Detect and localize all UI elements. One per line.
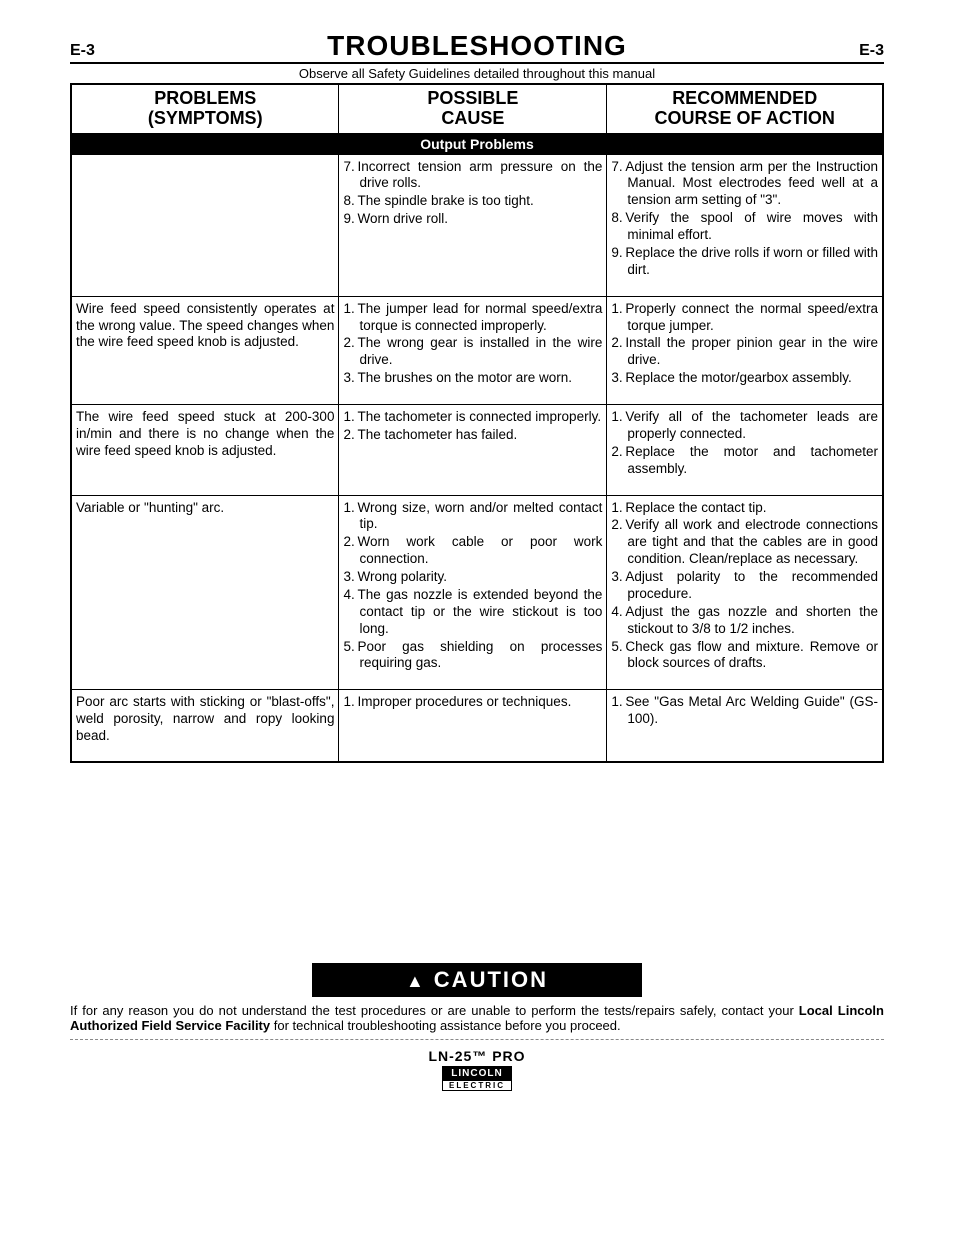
cause-cell: 1.Wrong size, worn and/or melted contact…: [339, 495, 607, 690]
cause-cell: 1.Improper procedures or techniques.: [339, 690, 607, 762]
header-symptoms: PROBLEMS (SYMPTOMS): [71, 84, 339, 133]
list-item: 9.Replace the drive rolls if worn or fil…: [611, 245, 878, 279]
list-item: 3.Replace the motor/gearbox assembly.: [611, 370, 878, 387]
header-cause: POSSIBLE CAUSE: [339, 84, 607, 133]
table-header-row: PROBLEMS (SYMPTOMS) POSSIBLE CAUSE RECOM…: [71, 84, 883, 133]
list-item: 1.Verify all of the tachometer leads are…: [611, 409, 878, 443]
logo-bottom-text: ELECTRIC: [442, 1081, 512, 1091]
list-item: 8.The spindle brake is too tight.: [343, 193, 602, 210]
table-row: Variable or "hunting" arc.1.Wrong size, …: [71, 495, 883, 690]
list-item: 1.Replace the contact tip.: [611, 500, 878, 517]
list-item: 2.Replace the motor and tachometer assem…: [611, 444, 878, 478]
symptom-cell: Poor arc starts with sticking or "blast-…: [71, 690, 339, 762]
cause-cell: 1.The jumper lead for normal speed/extra…: [339, 296, 607, 404]
list-item: 2.The tachometer has failed.: [343, 427, 602, 444]
list-item: 1.See "Gas Metal Arc Welding Guide" (GS-…: [611, 694, 878, 728]
logo-top-text: LINCOLN: [442, 1066, 512, 1081]
action-cell: 7.Adjust the tension arm per the Instruc…: [607, 154, 883, 296]
list-item: 7.Incorrect tension arm pressure on the …: [343, 159, 602, 193]
list-item: 1.Properly connect the normal speed/extr…: [611, 301, 878, 335]
cause-cell: 7.Incorrect tension arm pressure on the …: [339, 154, 607, 296]
page-footer: LN-25™ PRO LINCOLN ELECTRIC: [70, 1048, 884, 1093]
list-item: 3.Adjust polarity to the recommended pro…: [611, 569, 878, 603]
list-item: 7.Adjust the tension arm per the Instruc…: [611, 159, 878, 210]
caution-banner: ▲ CAUTION: [312, 963, 642, 997]
header-action: RECOMMENDED COURSE OF ACTION: [607, 84, 883, 133]
page-header: E-3 TROUBLESHOOTING E-3: [70, 30, 884, 64]
list-item: 1.Improper procedures or techniques.: [343, 694, 602, 711]
action-cell: 1.Properly connect the normal speed/extr…: [607, 296, 883, 404]
caution-label: CAUTION: [434, 967, 548, 992]
list-item: 1.Wrong size, worn and/or melted contact…: [343, 500, 602, 534]
list-item: 8.Verify the spool of wire moves with mi…: [611, 210, 878, 244]
list-item: 5.Poor gas shielding on processes requir…: [343, 639, 602, 673]
table-row: 7.Incorrect tension arm pressure on the …: [71, 154, 883, 296]
table-row: Poor arc starts with sticking or "blast-…: [71, 690, 883, 762]
warning-icon: ▲: [406, 971, 426, 991]
page-title: TROUBLESHOOTING: [327, 30, 627, 62]
lincoln-logo: LINCOLN ELECTRIC: [442, 1066, 512, 1091]
list-item: 1.The jumper lead for normal speed/extra…: [343, 301, 602, 335]
product-name: LN-25™ PRO: [70, 1048, 884, 1064]
symptom-cell: Variable or "hunting" arc.: [71, 495, 339, 690]
symptom-cell: The wire feed speed stuck at 200-300 in/…: [71, 405, 339, 496]
list-item: 5.Check gas flow and mixture. Remove or …: [611, 639, 878, 673]
troubleshooting-table: PROBLEMS (SYMPTOMS) POSSIBLE CAUSE RECOM…: [70, 83, 884, 763]
page-code-left: E-3: [70, 42, 95, 60]
safety-note: Observe all Safety Guidelines detailed t…: [70, 66, 884, 81]
table-row: The wire feed speed stuck at 200-300 in/…: [71, 405, 883, 496]
symptom-cell: Wire feed speed consistently operates at…: [71, 296, 339, 404]
symptom-cell: [71, 154, 339, 296]
list-item: 1.The tachometer is connected improperly…: [343, 409, 602, 426]
list-item: 9.Worn drive roll.: [343, 211, 602, 228]
list-item: 4.Adjust the gas nozzle and shorten the …: [611, 604, 878, 638]
caution-text: If for any reason you do not understand …: [70, 1003, 884, 1040]
page-code-right: E-3: [859, 42, 884, 60]
list-item: 2.The wrong gear is installed in the wir…: [343, 335, 602, 369]
action-cell: 1.See "Gas Metal Arc Welding Guide" (GS-…: [607, 690, 883, 762]
list-item: 2.Worn work cable or poor work connectio…: [343, 534, 602, 568]
list-item: 2.Verify all work and electrode connecti…: [611, 517, 878, 568]
list-item: 4.The gas nozzle is extended beyond the …: [343, 587, 602, 638]
section-row: Output Problems: [71, 133, 883, 154]
action-cell: 1.Replace the contact tip.2.Verify all w…: [607, 495, 883, 690]
manual-page: E-3 TROUBLESHOOTING E-3 Observe all Safe…: [0, 0, 954, 1123]
section-title: Output Problems: [71, 133, 883, 154]
action-cell: 1.Verify all of the tachometer leads are…: [607, 405, 883, 496]
cause-cell: 1.The tachometer is connected improperly…: [339, 405, 607, 496]
list-item: 3.Wrong polarity.: [343, 569, 602, 586]
table-row: Wire feed speed consistently operates at…: [71, 296, 883, 404]
list-item: 2.Install the proper pinion gear in the …: [611, 335, 878, 369]
list-item: 3.The brushes on the motor are worn.: [343, 370, 602, 387]
